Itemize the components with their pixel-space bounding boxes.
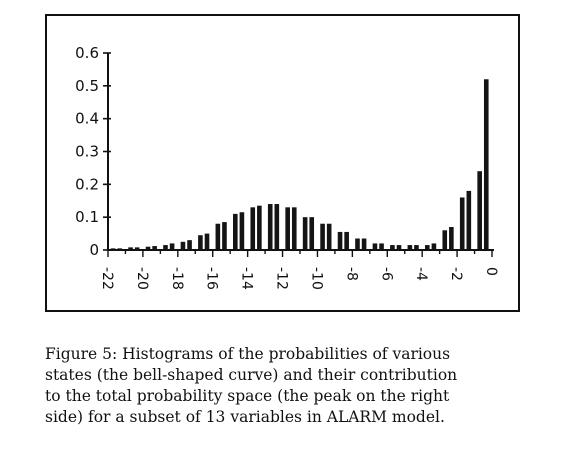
histogram-bar bbox=[204, 233, 210, 250]
histogram-bar bbox=[302, 217, 308, 250]
labels-layer: 00.10.20.30.40.50.6-22 -20 -18 -16 -14 -12 -10… bbox=[75, 44, 499, 290]
y-tick-label: 0.2 bbox=[75, 175, 99, 193]
axes-layer bbox=[103, 52, 494, 257]
histogram-bar bbox=[320, 223, 325, 250]
histogram-bar bbox=[407, 245, 413, 250]
histogram-bar bbox=[442, 230, 448, 250]
x-tick-label: -14 bbox=[239, 267, 255, 290]
histogram-bar bbox=[396, 245, 402, 250]
histogram-bar bbox=[449, 227, 454, 250]
histogram-bar bbox=[250, 207, 256, 250]
histogram-bar bbox=[355, 238, 360, 250]
x-tick-label: 0 bbox=[483, 267, 499, 276]
x-tick-label: -12 bbox=[274, 267, 290, 290]
histogram-bar bbox=[134, 247, 140, 250]
histogram-bar bbox=[257, 205, 262, 250]
y-tick-label: 0.6 bbox=[75, 44, 99, 62]
y-tick-label: 0.4 bbox=[75, 110, 99, 128]
histogram-bar bbox=[152, 246, 157, 250]
x-tick-label: -10 bbox=[308, 267, 324, 290]
histogram-bar bbox=[466, 190, 472, 250]
figure-frame bbox=[45, 14, 520, 312]
caption-line: Figure 5: Histograms of the probabilitie… bbox=[45, 345, 451, 363]
bars-layer bbox=[110, 79, 489, 251]
histogram-bar bbox=[291, 207, 297, 250]
histogram-bar bbox=[372, 243, 378, 250]
histogram-bar bbox=[414, 245, 419, 250]
histogram-bar bbox=[128, 247, 133, 250]
histogram-bar bbox=[309, 217, 315, 250]
x-tick-label: -8 bbox=[343, 267, 359, 281]
histogram-bar bbox=[180, 241, 186, 250]
x-tick-label: -16 bbox=[204, 267, 220, 290]
histogram-bar bbox=[390, 245, 395, 250]
histogram-bar bbox=[198, 235, 203, 250]
histogram-bar bbox=[425, 245, 430, 250]
figure-caption: Figure 5: Histograms of the probabilitie… bbox=[45, 344, 535, 428]
histogram-bar bbox=[233, 213, 238, 250]
y-tick-label: 0.1 bbox=[75, 208, 99, 226]
x-tick-label: -22 bbox=[99, 267, 115, 290]
y-tick-label: 0 bbox=[89, 241, 99, 259]
histogram-bar bbox=[459, 197, 465, 250]
histogram-bar bbox=[431, 243, 437, 250]
histogram-bar bbox=[337, 231, 343, 250]
caption-line: to the total probability space (the peak… bbox=[45, 387, 450, 405]
histogram-bar bbox=[187, 240, 192, 250]
x-tick-label: -18 bbox=[169, 267, 185, 290]
x-tick-label: -20 bbox=[134, 267, 150, 290]
histogram-bar bbox=[145, 246, 151, 250]
histogram-bar bbox=[163, 245, 168, 250]
histogram-bar bbox=[267, 204, 273, 250]
histogram-bar bbox=[274, 204, 280, 250]
histogram-bar bbox=[477, 171, 482, 250]
histogram-bar bbox=[379, 243, 384, 250]
histogram-bar bbox=[361, 238, 367, 250]
caption-line: side) for a subset of 13 variables in AL… bbox=[45, 408, 445, 426]
histogram-bar bbox=[344, 231, 349, 250]
histogram-bar bbox=[483, 79, 489, 251]
x-tick-label: -2 bbox=[448, 267, 464, 281]
x-tick-label: -4 bbox=[413, 267, 429, 281]
histogram-bar bbox=[215, 223, 221, 250]
histogram-bar bbox=[169, 243, 175, 250]
caption-line: states (the bell-shaped curve) and their… bbox=[45, 366, 458, 384]
histogram-bar bbox=[285, 207, 290, 250]
histogram-bar bbox=[326, 223, 332, 250]
x-tick-label: -6 bbox=[378, 267, 394, 281]
histogram-bar bbox=[239, 212, 245, 250]
histogram-bar bbox=[222, 222, 227, 250]
y-tick-label: 0.3 bbox=[75, 143, 99, 161]
y-tick-label: 0.5 bbox=[75, 77, 99, 95]
